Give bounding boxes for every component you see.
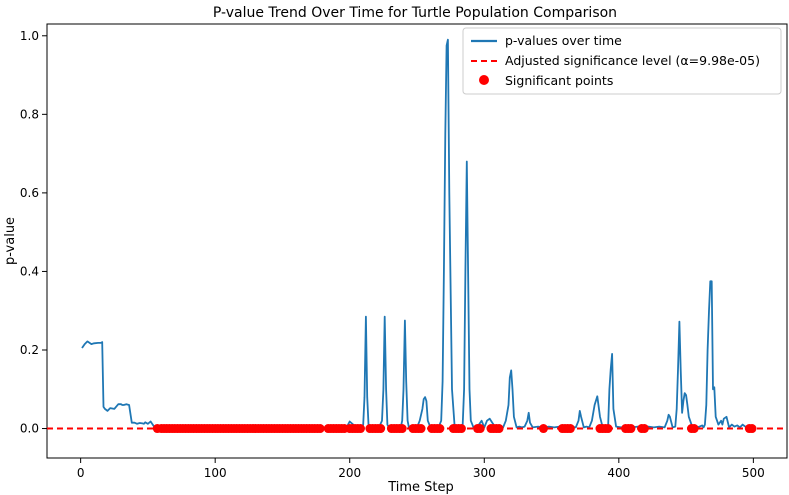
significant-point [565, 424, 575, 434]
y-tick-label: 0.8 [20, 107, 39, 121]
significant-point [397, 424, 407, 434]
x-tick-label: 100 [204, 466, 227, 480]
y-tick-label: 0.6 [20, 186, 39, 200]
y-tick-label: 0.4 [20, 264, 39, 278]
x-tick-label: 0 [77, 466, 85, 480]
significant-point [626, 424, 636, 434]
significant-point [747, 424, 757, 434]
significant-point [435, 424, 445, 434]
y-axis-label: p-value [3, 217, 18, 265]
significant-point [475, 424, 485, 434]
significant-point [376, 424, 386, 434]
significant-point [603, 424, 613, 434]
plot-area [46, 23, 788, 459]
legend-dot-swatch [479, 75, 489, 85]
x-tick-label: 200 [338, 466, 361, 480]
legend-box [462, 27, 782, 95]
significant-point [538, 424, 548, 434]
axis-ticks: 0 100 200 300 400 500 0.0 0.2 0.4 0.6 0.8 1.0 [20, 29, 765, 480]
x-tick-label: 300 [473, 466, 496, 480]
legend: p-values over time Adjusted significance… [462, 27, 782, 95]
significant-point [689, 424, 699, 434]
x-tick-label: 400 [607, 466, 630, 480]
series-layer [47, 38, 787, 434]
legend-label-significant: Significant points [505, 73, 613, 88]
legend-label-threshold: Adjusted significance level (α=9.98e-05) [505, 53, 760, 68]
chart-title: P-value Trend Over Time for Turtle Popul… [213, 5, 617, 21]
y-tick-label: 1.0 [20, 29, 39, 43]
significant-point [456, 424, 466, 434]
y-tick-label: 0.0 [20, 422, 39, 436]
significant-point [315, 424, 325, 434]
legend-label-pvalues: p-values over time [505, 33, 622, 48]
pvalue-line [81, 38, 751, 430]
significant-point [416, 424, 426, 434]
y-tick-label: 0.2 [20, 343, 39, 357]
x-axis-label: Time Step [387, 480, 454, 495]
x-tick-label: 500 [742, 466, 765, 480]
significant-point [355, 424, 365, 434]
significant-point [494, 424, 504, 434]
significant-point [639, 424, 649, 434]
